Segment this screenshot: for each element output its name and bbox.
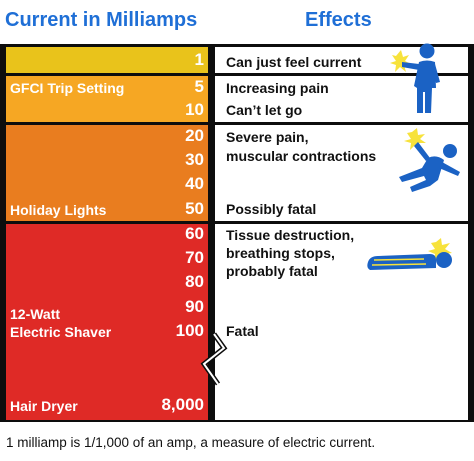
device-holiday-lights: Holiday Lights xyxy=(10,202,107,218)
level-10: 10 xyxy=(185,100,204,119)
level-5: 5 xyxy=(194,77,204,96)
effect-tissue-line1: Tissue destruction, xyxy=(226,227,355,243)
level-100: 100 xyxy=(175,321,204,340)
level-1: 1 xyxy=(194,50,204,69)
effect-severe-line1: Severe pain, xyxy=(226,129,309,145)
band-yellow xyxy=(6,47,208,73)
person-touching-current-icon xyxy=(390,43,440,113)
band-light-orange xyxy=(6,76,208,122)
effect-let-go: Can’t let go xyxy=(226,102,303,118)
band-orange xyxy=(6,125,208,221)
footnote: 1 milliamp is 1/1,000 of an amp, a measu… xyxy=(6,435,376,450)
level-80: 80 xyxy=(185,272,204,291)
person-falling-shock-icon xyxy=(399,128,460,192)
device-shaver-line2: Electric Shaver xyxy=(10,324,112,340)
effect-possibly-fatal: Possibly fatal xyxy=(226,201,317,217)
scale-break-icon xyxy=(200,332,228,386)
level-8000: 8,000 xyxy=(161,395,204,414)
level-40: 40 xyxy=(185,174,204,193)
person-lying-down-icon xyxy=(367,238,452,270)
effect-tissue-line3: probably fatal xyxy=(226,263,318,279)
level-20: 20 xyxy=(185,126,204,145)
effect-tissue-line2: breathing stops, xyxy=(226,245,335,261)
level-50: 50 xyxy=(185,199,204,218)
level-70: 70 xyxy=(185,248,204,267)
current-column-header: Current in Milliamps xyxy=(5,9,198,31)
effect-fatal: Fatal xyxy=(226,323,259,339)
effects-column-header: Effects xyxy=(305,9,372,31)
level-60: 60 xyxy=(185,224,204,243)
device-shaver-line1: 12-Watt xyxy=(10,306,61,322)
device-hair-dryer: Hair Dryer xyxy=(10,398,78,414)
effect-pain: Increasing pain xyxy=(226,80,329,96)
effect-severe-line2: muscular contractions xyxy=(226,148,377,164)
device-gfci: GFCI Trip Setting xyxy=(10,80,125,96)
level-30: 30 xyxy=(185,150,204,169)
level-90: 90 xyxy=(185,297,204,316)
effect-feel: Can just feel current xyxy=(226,54,362,70)
band-red xyxy=(6,224,208,420)
